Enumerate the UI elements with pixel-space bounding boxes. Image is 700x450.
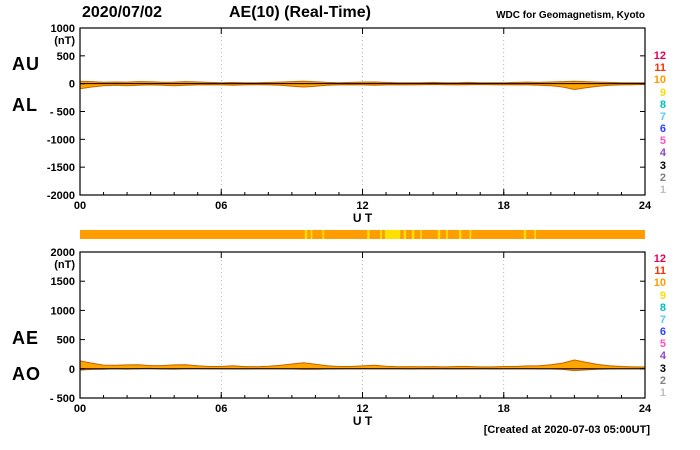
plot-date: 2020/07/02 (82, 4, 163, 21)
label-al: AL (12, 95, 38, 115)
station-count-stripe (384, 230, 401, 239)
legend-count-5: 5 (659, 135, 666, 148)
y-tick-label: 1000 (51, 305, 75, 317)
y-tick-label: -1000 (47, 134, 75, 146)
x-tick-label: 06 (215, 200, 227, 212)
x-tick-label: 18 (498, 403, 510, 415)
station-count-stripe (459, 230, 462, 239)
y-tick-label: - 500 (50, 107, 75, 119)
legend-count-12: 12 (653, 253, 666, 265)
station-count-stripe (380, 230, 383, 239)
legend-count-7: 7 (659, 110, 666, 123)
x-tick-label: 24 (639, 403, 652, 415)
x-tick-label: 06 (215, 403, 227, 415)
y-tick-label: 0 (69, 364, 75, 376)
station-count-stripe (403, 230, 407, 239)
x-tick-label: 00 (74, 200, 86, 212)
x-axis-label: U T (353, 414, 373, 428)
legend-count-8: 8 (659, 98, 666, 111)
panel-frame (79, 27, 646, 196)
y-tick-label: 0 (69, 79, 75, 91)
legend-count-12: 12 (653, 50, 666, 62)
station-count-legend-bottom: 12 11 10 9 8 7 6 5 4 3 2 1 (650, 253, 666, 399)
station-count-stripe (411, 230, 415, 239)
legend-count-9: 9 (659, 289, 666, 302)
legend-count-1: 1 (659, 386, 666, 399)
station-count-stripe (534, 230, 537, 239)
legend-count-11: 11 (654, 62, 666, 75)
station-count-stripe (446, 230, 448, 239)
legend-count-6: 6 (659, 326, 666, 339)
legend-count-4: 4 (659, 350, 666, 363)
y-tick-label: 1000 (51, 23, 75, 35)
ae-trace (80, 359, 645, 368)
legend-count-3: 3 (659, 362, 666, 375)
station-count-stripe (420, 230, 422, 239)
station-count-stripe (523, 230, 527, 239)
x-tick-label: 18 (498, 200, 510, 212)
y-tick-label: 500 (57, 335, 75, 347)
y-tick-label: 500 (57, 51, 75, 63)
y-tick-label: 1500 (51, 276, 75, 288)
legend-count-9: 9 (659, 86, 666, 99)
legend-count-2: 2 (659, 171, 666, 184)
plot-title: AE(10) (Real-Time) (229, 4, 371, 21)
y-tick-label: -1500 (47, 162, 75, 174)
x-axis-label: U T (353, 211, 373, 225)
created-at-label: [Created at 2020-07-03 05:00UT] (483, 424, 650, 436)
y-tick-label: - 500 (50, 393, 75, 405)
label-ao: AO (12, 364, 41, 384)
legend-count-11: 11 (654, 265, 666, 278)
label-au: AU (12, 54, 40, 74)
x-tick-label: 12 (356, 403, 368, 415)
legend-count-10: 10 (653, 74, 666, 87)
legend-count-6: 6 (659, 123, 666, 136)
label-ae: AE (12, 328, 40, 348)
y-tick-label: 2000 (51, 247, 75, 259)
legend-count-5: 5 (659, 338, 666, 351)
y-tick-label: -2000 (47, 190, 75, 202)
legend-count-3: 3 (659, 159, 666, 172)
ae-ao-band (80, 360, 645, 371)
station-count-bar (80, 230, 645, 239)
legend-count-7: 7 (659, 313, 666, 326)
legend-count-10: 10 (653, 277, 666, 290)
station-count-stripe (322, 230, 325, 239)
source-label: WDC for Geomagnetism, Kyoto (496, 10, 645, 21)
station-count-stripe (310, 230, 313, 239)
legend-count-2: 2 (659, 374, 666, 387)
legend-count-8: 8 (659, 301, 666, 314)
station-count-stripe (304, 230, 308, 239)
x-tick-label: 24 (639, 200, 652, 212)
station-count-stripe (437, 230, 441, 239)
legend-count-1: 1 (659, 183, 666, 196)
legend-count-4: 4 (659, 147, 666, 160)
x-tick-label: 12 (356, 200, 368, 212)
unit-label: (nT) (54, 35, 75, 47)
au-trace (80, 80, 645, 84)
x-tick-label: 00 (74, 403, 86, 415)
station-count-stripe (367, 230, 370, 239)
station-count-stripe (469, 230, 472, 239)
unit-label: (nT) (54, 259, 75, 271)
station-count-legend-top: 12 11 10 9 8 7 6 5 4 3 2 1 (650, 50, 666, 196)
al-trace (80, 83, 645, 91)
